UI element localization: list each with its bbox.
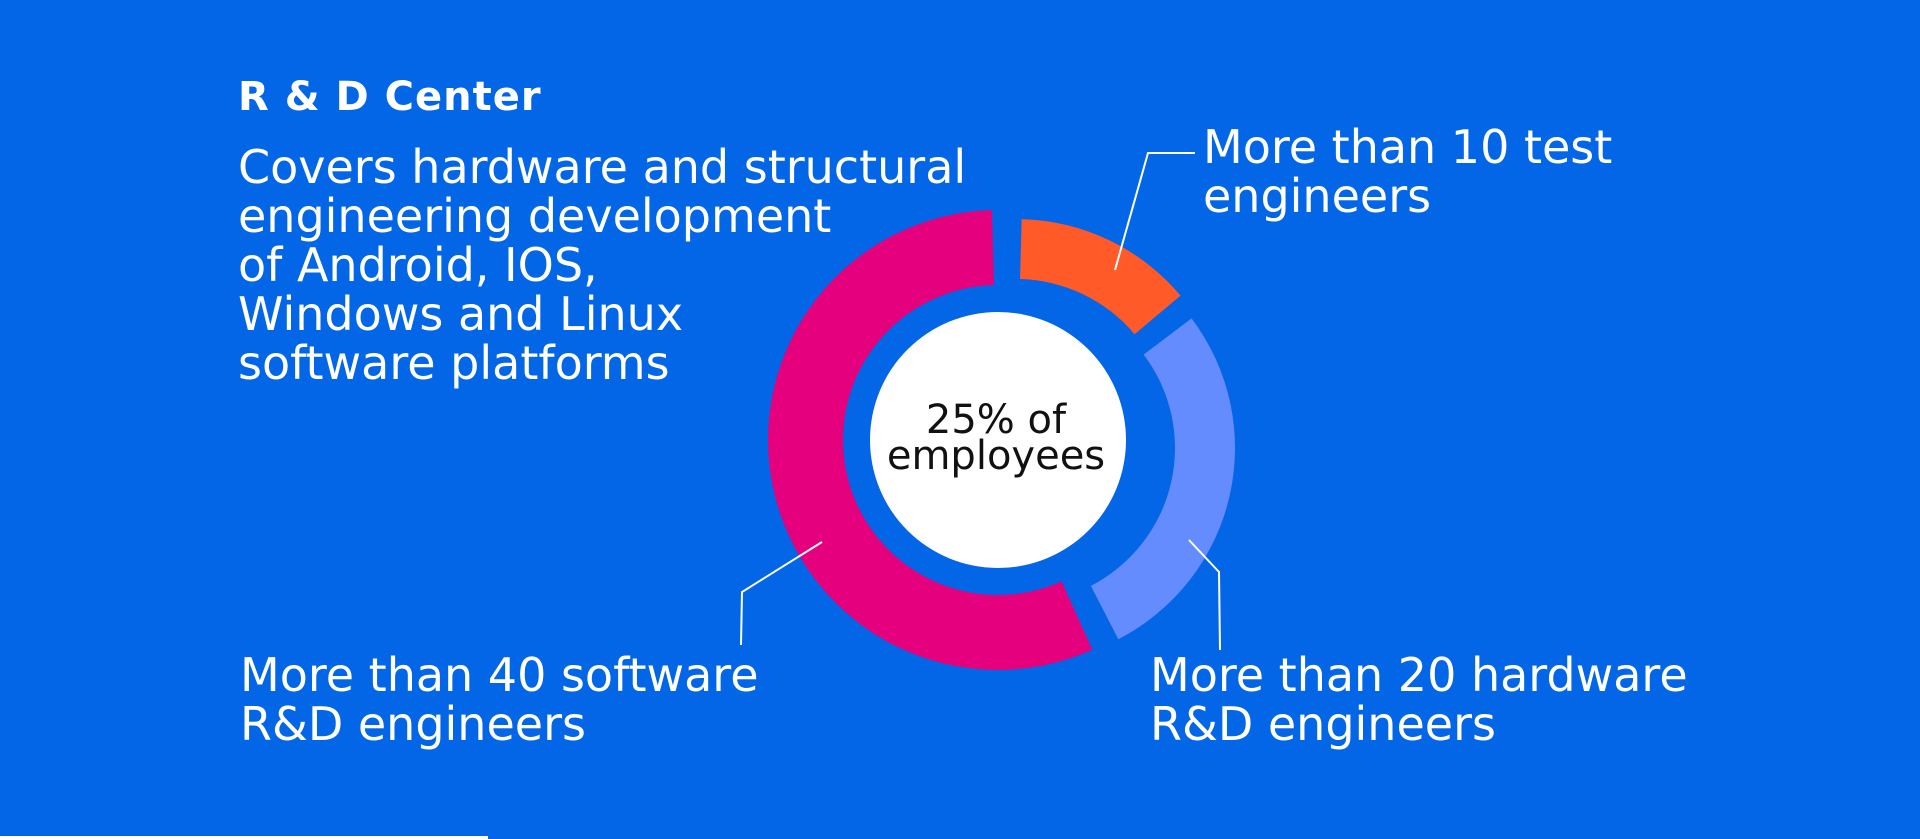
- description: Covers hardware and structural engineeri…: [238, 143, 966, 388]
- center-circle: [870, 312, 1126, 568]
- label-software-engineers: More than 40 software R&D engineers: [240, 651, 759, 749]
- description-line: Covers hardware and structural: [238, 140, 967, 194]
- label-line: More than 40 software: [240, 648, 759, 702]
- slice-software-engineers: [767, 210, 1093, 671]
- label-line: R&D engineers: [240, 697, 586, 751]
- description-line: engineering development: [238, 189, 832, 243]
- leader-line-test: [1114, 152, 1195, 271]
- label-line: R&D engineers: [1150, 697, 1496, 751]
- leader-line-hardware: [1188, 539, 1221, 651]
- chart-title: R & D Center: [238, 74, 542, 120]
- center-label: 25% of employees: [866, 397, 1126, 479]
- center-label-line: 25% of: [925, 397, 1067, 443]
- label-hardware-engineers: More than 20 hardware R&D engineers: [1150, 651, 1688, 749]
- bottom-divider: [0, 836, 488, 839]
- description-line: of Android, IOS,: [238, 238, 598, 292]
- description-line: Windows and Linux: [238, 287, 684, 341]
- label-line: More than 20 hardware: [1150, 648, 1688, 702]
- center-label-line: employees: [886, 433, 1106, 479]
- description-line: software platforms: [238, 336, 670, 390]
- slice-test-engineers: [1020, 219, 1181, 335]
- slice-hardware-engineers: [1090, 318, 1235, 640]
- label-line: engineers: [1203, 169, 1432, 223]
- label-test-engineers: More than 10 test engineers: [1203, 123, 1612, 221]
- leader-line-software: [740, 541, 823, 646]
- label-line: More than 10 test: [1203, 120, 1613, 174]
